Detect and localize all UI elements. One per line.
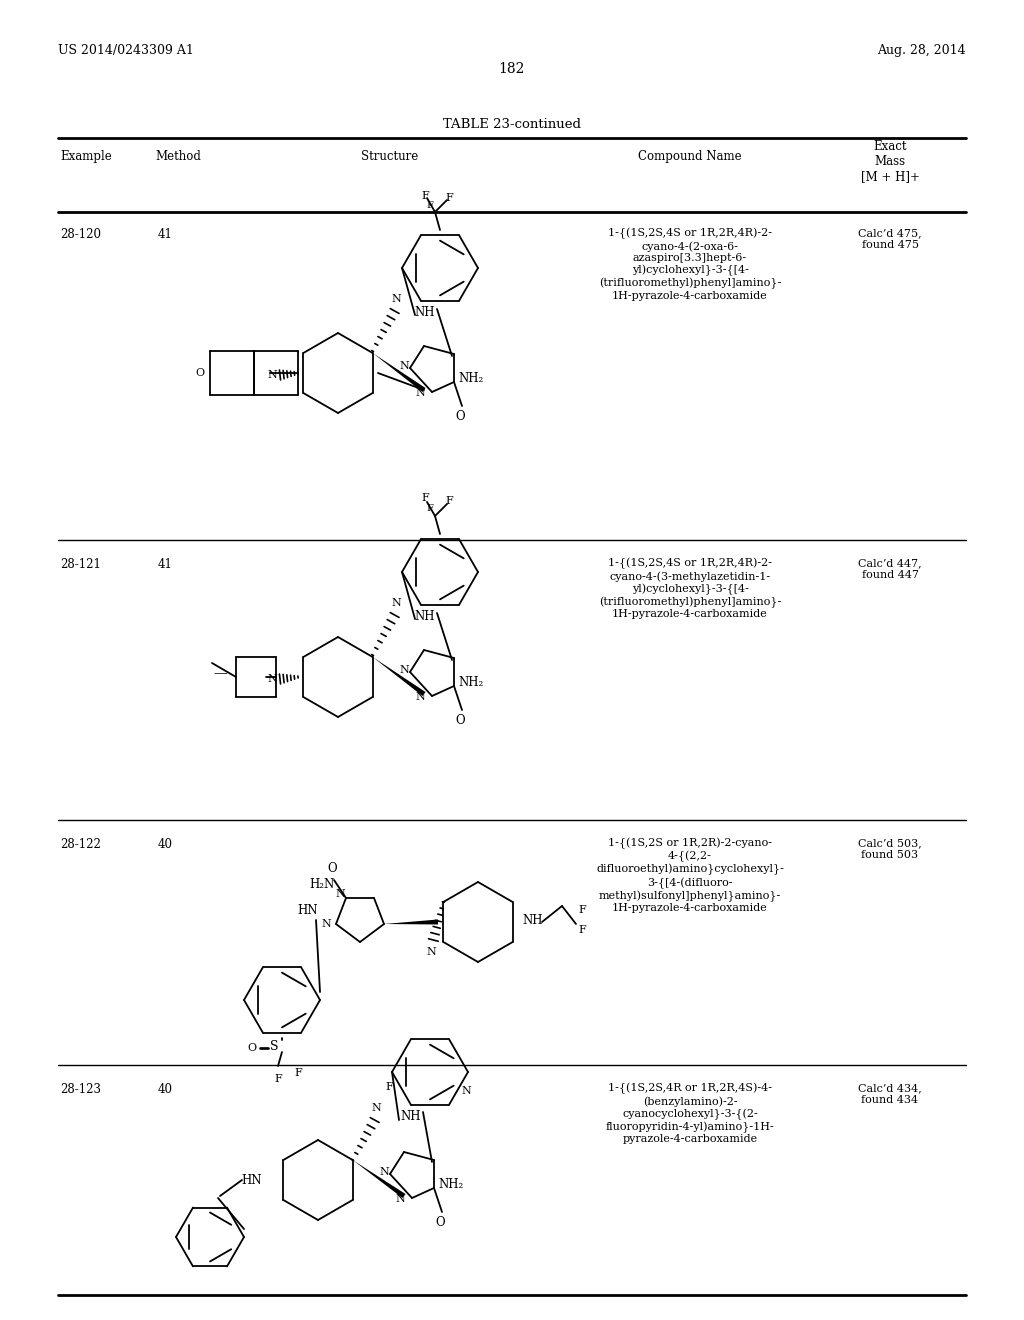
Text: F: F xyxy=(578,906,586,915)
Text: 28-122: 28-122 xyxy=(60,838,101,851)
Text: N: N xyxy=(322,919,331,929)
Text: N: N xyxy=(267,675,276,684)
Text: Aug. 28, 2014: Aug. 28, 2014 xyxy=(878,44,966,57)
Text: F: F xyxy=(578,925,586,935)
Text: N: N xyxy=(399,665,409,675)
Text: O: O xyxy=(456,409,465,422)
Text: 28-121: 28-121 xyxy=(60,558,101,572)
Text: Compound Name: Compound Name xyxy=(638,150,741,162)
Polygon shape xyxy=(373,352,425,392)
Text: NH: NH xyxy=(522,913,543,927)
Text: O: O xyxy=(196,368,205,378)
Text: [M + H]+: [M + H]+ xyxy=(860,170,920,183)
Text: N: N xyxy=(267,370,276,380)
Text: 40: 40 xyxy=(158,838,173,851)
Text: F: F xyxy=(294,1068,302,1078)
Text: F: F xyxy=(445,496,453,506)
Text: Mass: Mass xyxy=(874,154,905,168)
Text: Structure: Structure xyxy=(361,150,419,162)
Text: O: O xyxy=(456,714,465,726)
Text: HN: HN xyxy=(242,1173,262,1187)
Text: Calc’d 434,
found 434: Calc’d 434, found 434 xyxy=(858,1082,922,1105)
Text: Example: Example xyxy=(60,150,112,162)
Text: NH₂: NH₂ xyxy=(458,676,483,689)
Polygon shape xyxy=(352,1160,406,1199)
Text: NH: NH xyxy=(400,1110,421,1122)
Text: F: F xyxy=(385,1082,393,1092)
Text: HN: HN xyxy=(298,903,318,916)
Text: 1-{(1S,2S or 1R,2R)-2-cyano-
4-{(2,2-
difluoroethyl)amino}cyclohexyl}-
3-{[4-(di: 1-{(1S,2S or 1R,2R)-2-cyano- 4-{(2,2- di… xyxy=(596,838,784,913)
Text: 41: 41 xyxy=(158,228,173,242)
Text: 28-120: 28-120 xyxy=(60,228,101,242)
Polygon shape xyxy=(384,920,438,924)
Text: 1-{(1S,2S,4S or 1R,2R,4R)-2-
cyano-4-(2-oxa-6-
azaspiro[3.3]hept-6-
yl)cyclohexy: 1-{(1S,2S,4S or 1R,2R,4R)-2- cyano-4-(2-… xyxy=(599,228,781,301)
Text: —: — xyxy=(213,667,227,680)
Text: N: N xyxy=(415,692,425,702)
Text: N: N xyxy=(392,294,401,304)
Text: NH: NH xyxy=(415,305,435,318)
Text: NH₂: NH₂ xyxy=(438,1177,463,1191)
Text: 182: 182 xyxy=(499,62,525,77)
Text: N: N xyxy=(461,1086,471,1096)
Text: F: F xyxy=(274,1074,282,1084)
Text: Method: Method xyxy=(155,150,201,162)
Text: US 2014/0243309 A1: US 2014/0243309 A1 xyxy=(58,44,194,57)
Text: 41: 41 xyxy=(158,558,173,572)
Text: S: S xyxy=(269,1040,279,1052)
Text: F: F xyxy=(426,201,433,210)
Text: O: O xyxy=(328,862,337,874)
Text: 1-{(1S,2S,4R or 1R,2R,4S)-4-
(benzylamino)-2-
cyanocyclohexyl}-3-{(2-
fluoropyri: 1-{(1S,2S,4R or 1R,2R,4S)-4- (benzylamin… xyxy=(605,1082,774,1144)
Text: F: F xyxy=(445,193,453,203)
Text: TABLE 23-continued: TABLE 23-continued xyxy=(443,117,581,131)
Text: 1-{(1S,2S,4S or 1R,2R,4R)-2-
cyano-4-(3-methylazetidin-1-
yl)cyclohexyl}-3-{[4-
: 1-{(1S,2S,4S or 1R,2R,4R)-2- cyano-4-(3-… xyxy=(599,558,781,619)
Text: Calc’d 447,
found 447: Calc’d 447, found 447 xyxy=(858,558,922,579)
Text: F: F xyxy=(421,191,429,201)
Text: F: F xyxy=(426,504,433,513)
Text: N: N xyxy=(395,1195,404,1204)
Text: O: O xyxy=(435,1216,444,1229)
Text: NH₂: NH₂ xyxy=(458,371,483,384)
Text: F: F xyxy=(421,492,429,503)
Text: NH: NH xyxy=(415,610,435,623)
Text: N: N xyxy=(392,598,401,609)
Text: O: O xyxy=(248,1043,257,1053)
Text: Exact: Exact xyxy=(873,140,906,153)
Text: N: N xyxy=(415,388,425,399)
Text: N: N xyxy=(372,1104,382,1113)
Text: Calc’d 475,
found 475: Calc’d 475, found 475 xyxy=(858,228,922,249)
Text: N: N xyxy=(426,946,436,957)
Text: N: N xyxy=(399,360,409,371)
Text: H₂N: H₂N xyxy=(309,879,335,891)
Polygon shape xyxy=(373,657,425,696)
Text: N: N xyxy=(335,888,345,899)
Text: 40: 40 xyxy=(158,1082,173,1096)
Text: Calc’d 503,
found 503: Calc’d 503, found 503 xyxy=(858,838,922,859)
Text: 28-123: 28-123 xyxy=(60,1082,101,1096)
Text: N: N xyxy=(379,1167,389,1177)
